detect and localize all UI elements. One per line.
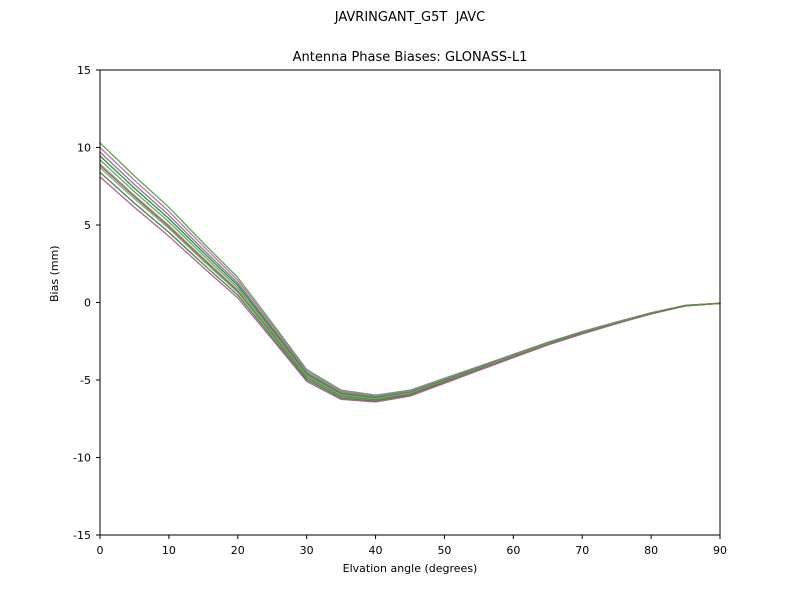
y-tick-label: 0	[84, 297, 91, 310]
series-line-9	[99, 176, 721, 403]
x-tick-label: 40	[369, 544, 383, 557]
chart-title: JAVRINGANT_G5T JAVC	[334, 10, 486, 25]
y-tick-label: 10	[77, 142, 91, 155]
x-tick-label: 20	[231, 544, 245, 557]
x-tick-label: 70	[575, 544, 589, 557]
series-line-1	[99, 142, 721, 396]
x-tick-label: 80	[644, 544, 658, 557]
x-tick-label: 10	[162, 544, 176, 557]
series-line-5	[99, 159, 721, 400]
x-tick-label: 90	[713, 544, 727, 557]
y-tick-label: -5	[80, 374, 91, 387]
x-tick-label: 60	[506, 544, 520, 557]
x-tick-label: 50	[437, 544, 451, 557]
y-tick-label: -10	[73, 452, 91, 465]
series-line-4	[99, 155, 721, 399]
x-axis-label: Elvation angle (degrees)	[342, 562, 478, 575]
series-line-2	[99, 146, 721, 397]
x-tick-label: 0	[97, 544, 104, 557]
series-line-3	[99, 151, 721, 398]
series-line-10	[99, 164, 721, 401]
x-tick-label: 30	[300, 544, 314, 557]
series-line-7	[99, 167, 721, 401]
y-tick-label: 15	[77, 64, 91, 77]
y-tick-label: 5	[84, 219, 91, 232]
series-line-6	[99, 163, 721, 401]
series-line-8	[99, 171, 721, 402]
chart-subtitle: Antenna Phase Biases: GLONASS-L1	[292, 50, 528, 65]
y-tick-label: -15	[73, 529, 91, 542]
axes-spines	[99, 69, 721, 536]
